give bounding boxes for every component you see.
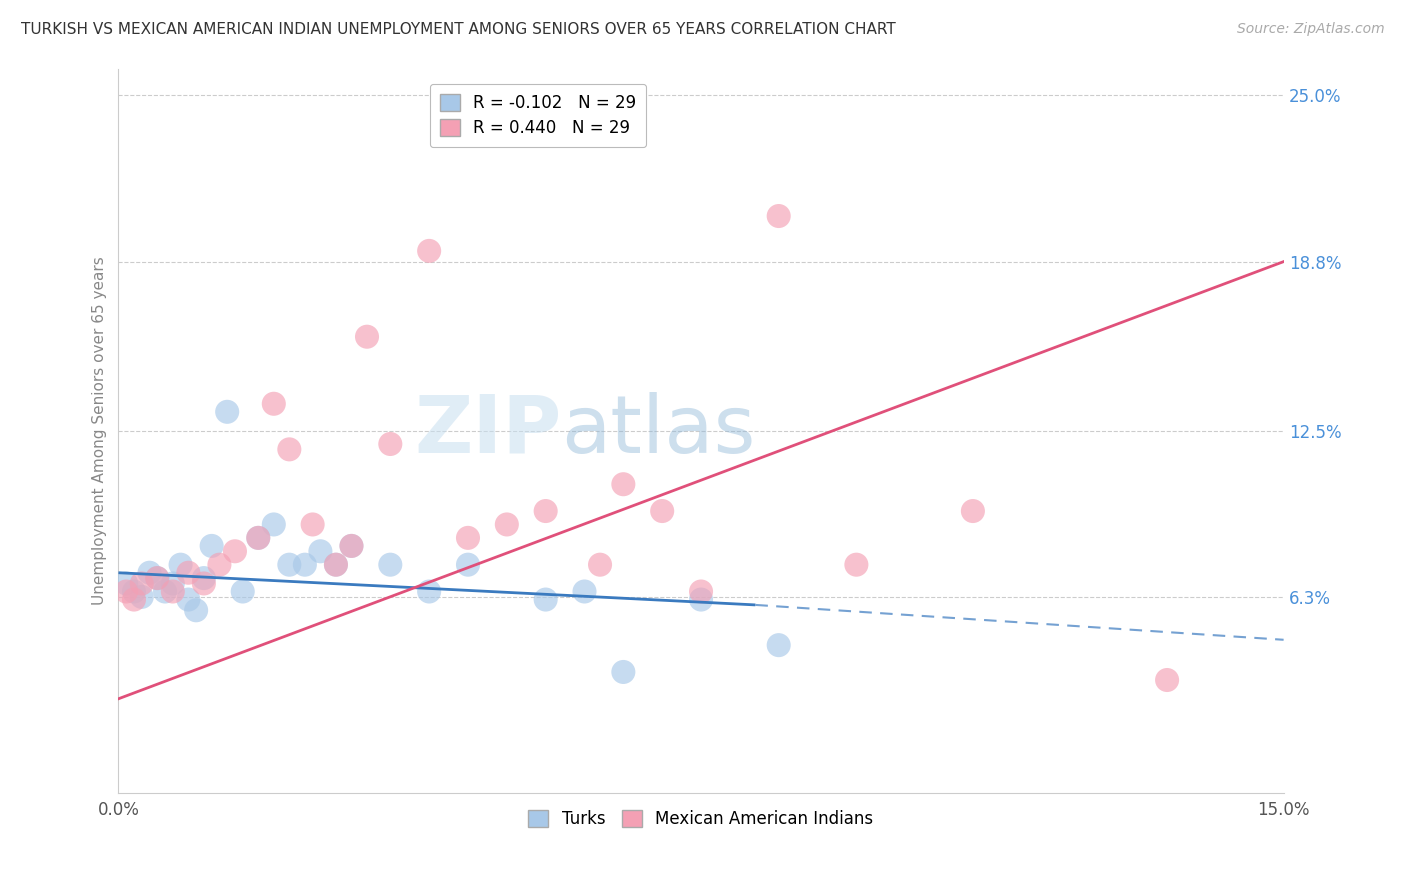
Point — [138, 566, 160, 580]
Point — [224, 544, 246, 558]
Point — [201, 539, 224, 553]
Point — [177, 566, 200, 580]
Legend: Turks, Mexican American Indians: Turks, Mexican American Indians — [522, 804, 880, 835]
Point — [162, 584, 184, 599]
Text: atlas: atlas — [561, 392, 755, 469]
Point — [340, 539, 363, 553]
Point — [294, 558, 316, 572]
Point — [122, 592, 145, 607]
Text: TURKISH VS MEXICAN AMERICAN INDIAN UNEMPLOYMENT AMONG SENIORS OVER 65 YEARS CORR: TURKISH VS MEXICAN AMERICAN INDIAN UNEMP… — [21, 22, 896, 37]
Point — [153, 584, 176, 599]
Point — [768, 638, 790, 652]
Point — [690, 592, 713, 607]
Point — [534, 504, 557, 518]
Point — [380, 558, 402, 572]
Point — [612, 665, 634, 679]
Point — [457, 558, 479, 572]
Point — [768, 209, 790, 223]
Point — [325, 558, 347, 572]
Point — [115, 576, 138, 591]
Point — [418, 244, 440, 258]
Point — [651, 504, 673, 518]
Point — [208, 558, 231, 572]
Point — [115, 584, 138, 599]
Point — [612, 477, 634, 491]
Point — [418, 584, 440, 599]
Point — [690, 584, 713, 599]
Point — [325, 558, 347, 572]
Point — [380, 437, 402, 451]
Point — [589, 558, 612, 572]
Point — [177, 592, 200, 607]
Point — [534, 592, 557, 607]
Point — [301, 517, 323, 532]
Point — [574, 584, 596, 599]
Point — [217, 405, 239, 419]
Point — [495, 517, 517, 532]
Point — [146, 571, 169, 585]
Point — [845, 558, 868, 572]
Point — [193, 571, 215, 585]
Point — [146, 571, 169, 585]
Point — [131, 576, 153, 591]
Y-axis label: Unemployment Among Seniors over 65 years: Unemployment Among Seniors over 65 years — [93, 256, 107, 605]
Point — [1156, 673, 1178, 687]
Point — [131, 590, 153, 604]
Point — [263, 517, 285, 532]
Point — [162, 576, 184, 591]
Point — [247, 531, 270, 545]
Text: ZIP: ZIP — [413, 392, 561, 469]
Point — [232, 584, 254, 599]
Text: Source: ZipAtlas.com: Source: ZipAtlas.com — [1237, 22, 1385, 37]
Point — [247, 531, 270, 545]
Point — [184, 603, 207, 617]
Point — [278, 442, 301, 457]
Point — [278, 558, 301, 572]
Point — [356, 329, 378, 343]
Point — [962, 504, 984, 518]
Point — [340, 539, 363, 553]
Point — [169, 558, 191, 572]
Point — [193, 576, 215, 591]
Point — [122, 584, 145, 599]
Point — [263, 397, 285, 411]
Point — [309, 544, 332, 558]
Point — [457, 531, 479, 545]
